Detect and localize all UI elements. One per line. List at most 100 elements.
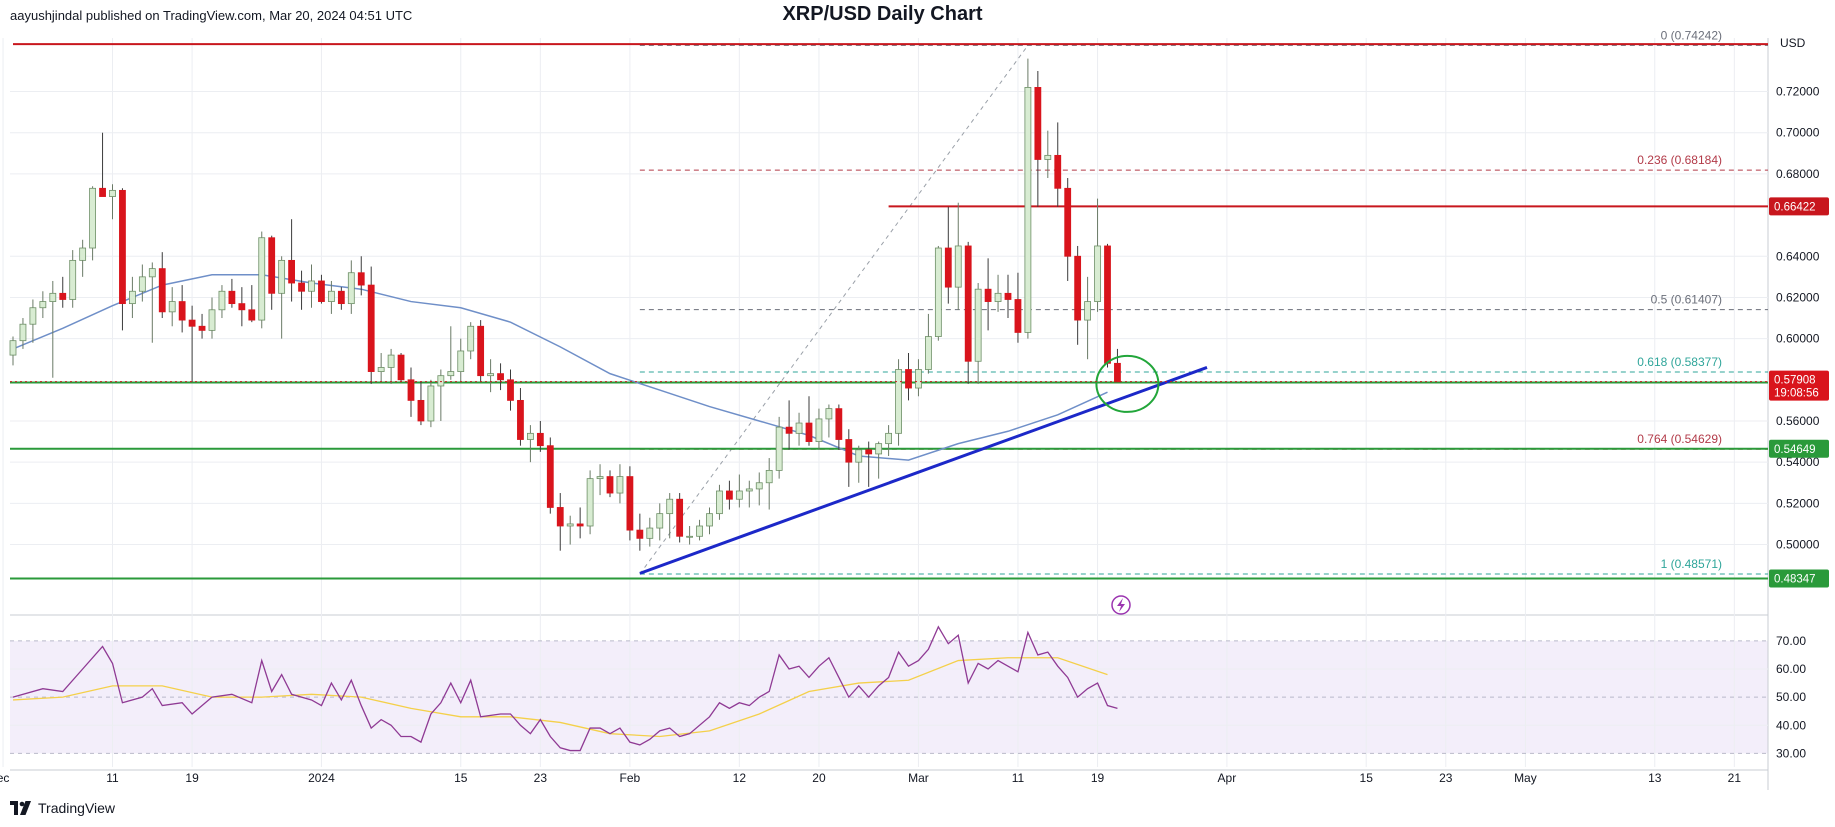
candle-body: [895, 369, 902, 434]
candle-body: [676, 498, 684, 537]
price-tick-label: 0.54000: [1776, 455, 1820, 469]
candle-body: [9, 340, 17, 356]
tradingview-brand: TradingView: [38, 800, 116, 816]
candle-body: [905, 369, 912, 389]
candle-body: [49, 292, 57, 302]
candle-body: [556, 507, 564, 527]
resistance-price-label: 0.66422: [1774, 201, 1816, 213]
candle-body: [148, 268, 156, 278]
candle-body: [138, 276, 146, 292]
lightning-icon: [1117, 598, 1125, 612]
tradingview-logo-icon: [10, 801, 31, 815]
candle-body: [706, 513, 713, 527]
price-tick-label: 0.56000: [1776, 414, 1820, 428]
candle-body: [477, 325, 485, 377]
candle-body: [387, 354, 395, 368]
time-tick-label: 13: [1648, 771, 1662, 785]
time-tick-label: 19: [1091, 771, 1105, 785]
candle-body: [1054, 154, 1062, 189]
candle-body: [1114, 362, 1121, 383]
candle-body: [29, 307, 37, 325]
candle-body: [288, 259, 296, 284]
candle-body: [437, 375, 445, 387]
current-price-label: 0.57908: [1774, 375, 1816, 387]
price-tick-label: 0.60000: [1776, 332, 1820, 346]
candle-body: [457, 350, 465, 372]
candle-body: [447, 371, 455, 377]
candle-body: [69, 259, 77, 300]
fib-level-label: 0.764 (0.54629): [1637, 432, 1722, 446]
time-tick-label: 2024: [308, 771, 335, 785]
candle-body: [258, 237, 266, 321]
support-price-tag: [1769, 439, 1829, 458]
candle-body: [815, 418, 823, 442]
candle-body: [636, 529, 644, 539]
time-tick-label: 12: [733, 771, 747, 785]
time-tick-label: Feb: [620, 771, 641, 785]
candle-body: [109, 189, 116, 197]
candle-body: [228, 290, 236, 305]
rsi-tick-label: 60.00: [1776, 662, 1806, 676]
candle-body: [855, 449, 863, 463]
candle-body: [407, 379, 415, 401]
candle-body: [1064, 187, 1072, 257]
candle-body: [1034, 87, 1042, 160]
candle-body: [984, 288, 992, 302]
candle-body: [596, 476, 604, 480]
candle-body: [1094, 245, 1101, 302]
publisher-text: aayushjindal published on TradingView.co…: [10, 8, 413, 23]
candle-body: [208, 309, 216, 331]
tradingview-logo[interactable]: TradingView: [10, 800, 115, 816]
candle-body: [656, 513, 664, 529]
fib-level-label: 0.618 (0.58377): [1637, 355, 1722, 369]
fib-level-label: 0 (0.74242): [1661, 28, 1722, 42]
candle-body: [168, 301, 176, 313]
candle-body: [536, 432, 544, 447]
time-tick-label: 21: [1728, 771, 1742, 785]
candle-body: [785, 426, 793, 434]
candle-body: [427, 385, 435, 422]
time-tick-label: May: [1514, 771, 1537, 785]
candle-body: [397, 354, 405, 381]
time-tick-label: Mar: [908, 771, 929, 785]
rsi-band: [10, 640, 1768, 754]
current-price-tag: [1769, 370, 1829, 401]
candle-body: [716, 490, 723, 515]
rsi-tick-label: 30.00: [1776, 746, 1806, 760]
candle-body: [795, 422, 803, 434]
fib-level-label: 0.5 (0.61407): [1651, 293, 1722, 307]
candle-body: [268, 237, 276, 294]
candle-body: [735, 490, 743, 500]
price-tick-label: 0.50000: [1776, 538, 1820, 552]
time-tick-label: 19: [185, 771, 199, 785]
price-tick-label: 0.52000: [1776, 496, 1820, 510]
rsi-line: [12, 625, 1118, 752]
candle-body: [775, 426, 783, 471]
price-pane: [10, 38, 1768, 596]
candle-body: [825, 408, 833, 420]
candle-body: [158, 268, 166, 313]
candle-body: [944, 247, 952, 288]
candle-body: [178, 301, 186, 321]
price-tick-label: 0.70000: [1776, 126, 1820, 140]
rsi-tick-label: 40.00: [1776, 718, 1806, 732]
time-tick-label: 11: [106, 771, 119, 785]
currency-label: USD: [1780, 36, 1806, 50]
candle-body: [238, 303, 246, 311]
time-tick-label: Apr: [1218, 771, 1237, 785]
candle-body: [666, 498, 674, 515]
candle-body: [467, 325, 475, 352]
candle-body: [546, 445, 554, 508]
fib-anchor-line: [639, 45, 1029, 575]
candle-body: [367, 284, 375, 372]
candle-body: [218, 290, 226, 311]
candle-body: [128, 290, 136, 305]
candle-body: [755, 482, 763, 490]
candle-body: [845, 439, 853, 463]
rsi-moving-average-line: [12, 657, 1108, 738]
support-price-tag: [1769, 569, 1829, 588]
time-tick-label: 15: [454, 771, 468, 785]
candle-body: [606, 476, 614, 494]
candle-body: [337, 290, 345, 305]
